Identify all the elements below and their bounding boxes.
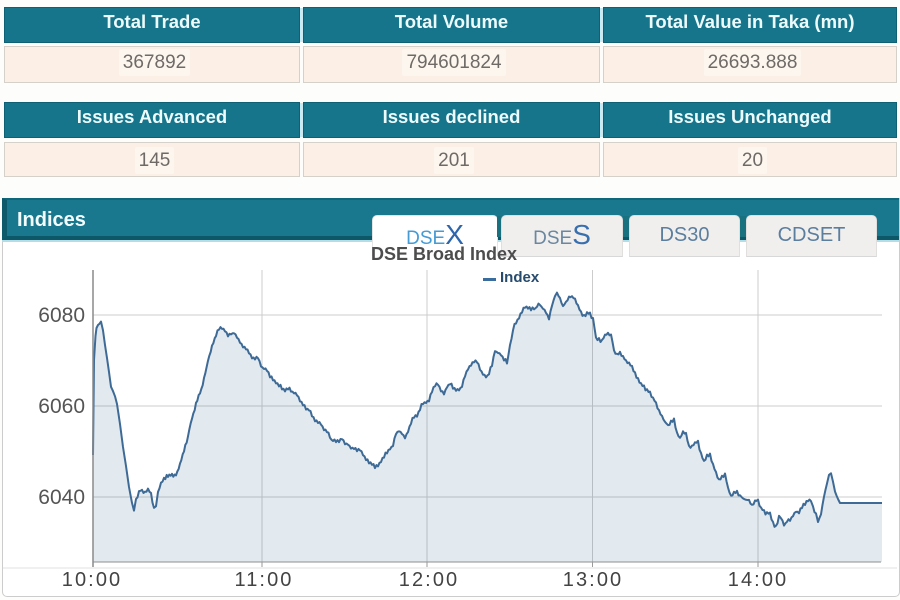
svg-text:6080: 6080: [38, 304, 85, 327]
svg-text:12:00: 12:00: [399, 569, 460, 591]
svg-text:13:00: 13:00: [563, 569, 624, 591]
svg-text:11:00: 11:00: [234, 569, 293, 591]
svg-text:6060: 6060: [38, 395, 85, 418]
svg-text:6040: 6040: [38, 486, 85, 509]
svg-text:14:00: 14:00: [728, 569, 789, 591]
svg-text:10:00: 10:00: [62, 569, 123, 591]
